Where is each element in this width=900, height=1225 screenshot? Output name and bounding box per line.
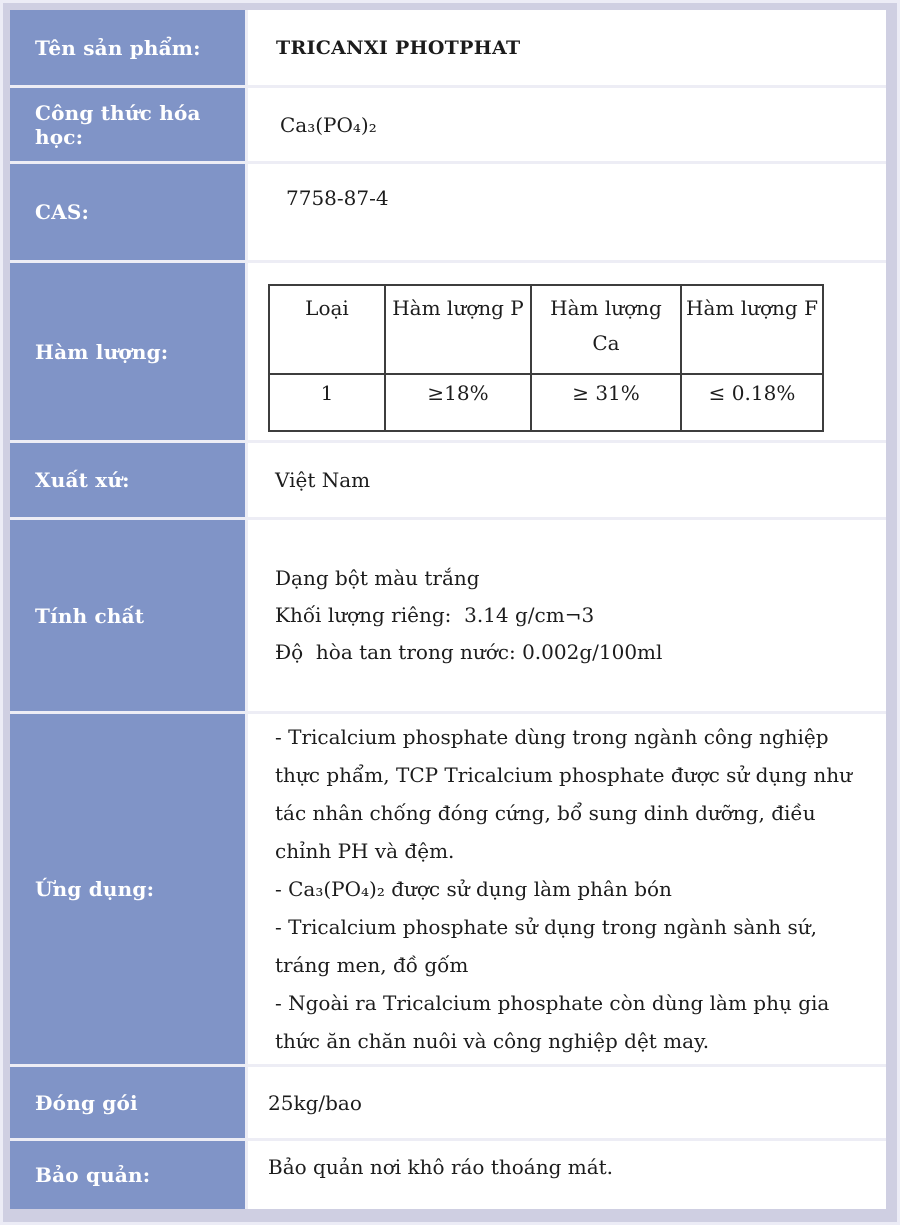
row-label-packaging: Đóng gói [10, 1067, 245, 1138]
content-table-data-row: 1 ≥18% ≥ 31% ≤ 0.18% [268, 373, 824, 432]
applications-value: - Tricalcium phosphate dùng trong ngành … [248, 714, 886, 1064]
row-label-product-name: Tên sản phẩm: [10, 10, 245, 85]
page-margin-frame: Tên sản phẩm: TRICANXI PHOTPHAT Công thứ… [3, 3, 897, 1222]
application-item: - Tricalcium phosphate dùng trong ngành … [275, 725, 859, 863]
packaging-value: 25kg/bao [248, 1067, 886, 1138]
cas-number-value: 7758-87-4 [248, 164, 886, 260]
application-item: - Tricalcium phosphate sử dụng trong ngà… [275, 915, 824, 977]
row-label-origin: Xuất xứ: [10, 443, 245, 517]
content-table-header-row: Loại Hàm lượng P Hàm lượng Ca Hàm lượng … [268, 284, 824, 375]
header-ham-luong-ca: Hàm lượng Ca [530, 284, 682, 375]
storage-value: Bảo quản nơi khô ráo thoáng mát. [248, 1141, 886, 1209]
cell-loai: 1 [268, 373, 386, 432]
row-label-properties: Tính chất [10, 520, 245, 711]
row-label-cas: CAS: [10, 164, 245, 260]
content-table-cell: Loại Hàm lượng P Hàm lượng Ca Hàm lượng … [248, 263, 886, 440]
product-name-value: TRICANXI PHOTPHAT [248, 10, 886, 85]
cell-ca-content: ≥ 31% [530, 373, 682, 432]
property-line: Dạng bột màu trắng [275, 566, 480, 590]
header-ham-luong-f: Hàm lượng F [680, 284, 824, 375]
application-item: - Ca₃(PO₄)₂ được sử dụng làm phân bón [275, 877, 672, 901]
chemical-formula-value: Ca₃(PO₄)₂ [248, 88, 886, 161]
content-spec-table: Loại Hàm lượng P Hàm lượng Ca Hàm lượng … [268, 284, 824, 432]
properties-value: Dạng bột màu trắng Khối lượng riêng: 3.1… [248, 520, 886, 711]
application-item: - Ngoài ra Tricalcium phosphate còn dùng… [275, 991, 836, 1053]
header-ham-luong-p: Hàm lượng P [384, 284, 532, 375]
product-spec-table: Tên sản phẩm: TRICANXI PHOTPHAT Công thứ… [10, 10, 886, 1209]
cell-p-content: ≥18% [384, 373, 532, 432]
cell-f-content: ≤ 0.18% [680, 373, 824, 432]
property-line: Khối lượng riêng: 3.14 g/cm¬3 [275, 603, 595, 627]
row-label-storage: Bảo quản: [10, 1141, 245, 1209]
property-line: Độ hòa tan trong nước: 0.002g/100ml [275, 640, 663, 664]
row-label-chemical-formula: Công thức hóa học: [10, 88, 245, 161]
row-label-content: Hàm lượng: [10, 263, 245, 440]
row-label-applications: Ứng dụng: [10, 714, 245, 1064]
origin-value: Việt Nam [248, 443, 886, 517]
header-loai: Loại [268, 284, 386, 375]
